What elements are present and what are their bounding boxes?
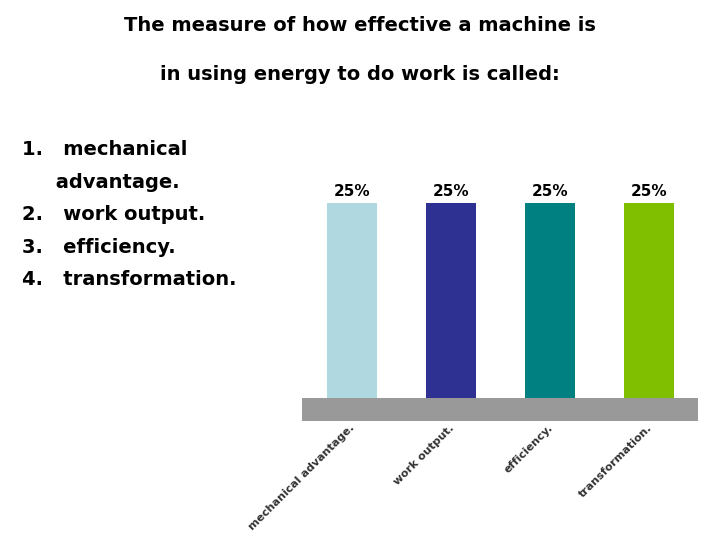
Text: work output.: work output. [392,423,456,487]
Bar [525,203,575,398]
Text: 25%: 25% [333,184,370,199]
Bar [327,203,377,398]
Bar [426,203,476,398]
Text: in using energy to do work is called:: in using energy to do work is called: [160,65,560,84]
Text: 25%: 25% [433,184,469,199]
Text: 25%: 25% [631,184,667,199]
Text: The measure of how effective a machine is: The measure of how effective a machine i… [124,16,596,35]
Bar [302,398,698,421]
Text: 25%: 25% [531,184,568,199]
Text: 1.   mechanical
     advantage.
2.   work output.
3.   efficiency.
4.   transfor: 1. mechanical advantage. 2. work output.… [22,140,236,289]
Text: efficiency.: efficiency. [503,423,555,475]
Text: transformation.: transformation. [577,423,654,500]
Bar [624,203,674,398]
Text: mechanical advantage.: mechanical advantage. [248,423,357,532]
